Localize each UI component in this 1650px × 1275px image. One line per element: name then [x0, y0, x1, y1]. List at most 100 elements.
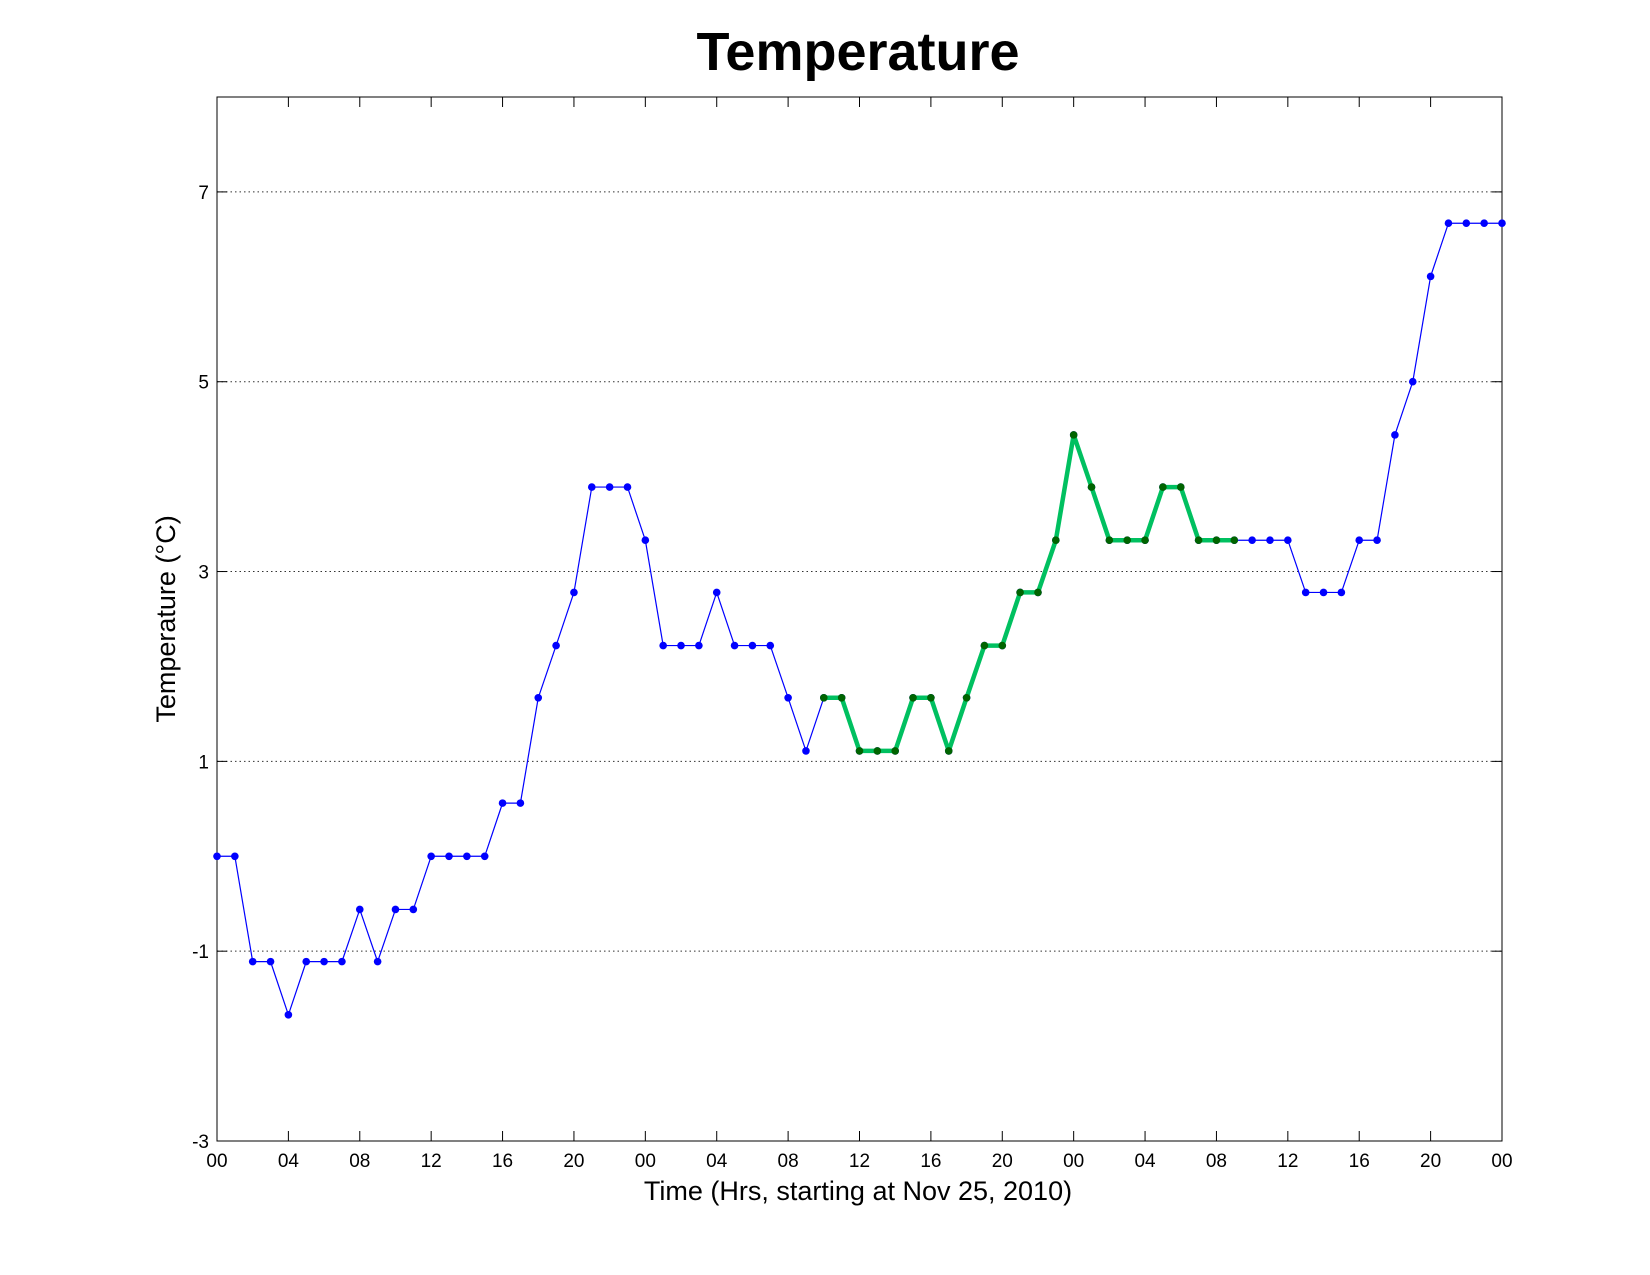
plot-frame: [216, 96, 1503, 1142]
data-point: [1034, 588, 1042, 597]
data-point: [498, 799, 507, 807]
data-point: [320, 957, 328, 966]
x-tick-label: 00: [635, 1151, 656, 1172]
data-point: [1123, 536, 1132, 545]
data-point: [695, 641, 703, 650]
data-point: [712, 588, 721, 597]
y-tick-label: 5: [198, 373, 209, 394]
data-point: [623, 483, 632, 491]
x-tick-label: 20: [563, 1151, 584, 1172]
data-point: [1230, 536, 1239, 545]
x-tick-label: 16: [920, 1151, 941, 1172]
x-tick-label: 08: [349, 1151, 370, 1172]
data-point: [659, 641, 667, 650]
x-tick-label: 20: [992, 1151, 1013, 1172]
data-point: [1498, 219, 1506, 228]
data-point: [284, 1010, 293, 1019]
data-point: [677, 641, 685, 650]
x-tick-label: 08: [1206, 1151, 1227, 1172]
data-point: [1248, 536, 1256, 545]
data-point: [534, 693, 543, 702]
data-point: [748, 641, 757, 650]
data-point: [1105, 536, 1114, 545]
data-point: [338, 957, 346, 966]
data-point: [927, 693, 935, 702]
data-point: [445, 852, 453, 861]
data-point: [766, 641, 775, 650]
data-point: [998, 641, 1007, 650]
data-point: [980, 641, 989, 650]
x-tick-label: 00: [1063, 1151, 1084, 1172]
data-point: [248, 957, 257, 966]
x-tick-label: 04: [1134, 1151, 1156, 1172]
data-point: [302, 957, 311, 966]
y-tick-label: -3: [192, 1132, 209, 1153]
data-point: [391, 905, 400, 914]
data-point: [820, 693, 828, 702]
y-tick-label: -1: [192, 942, 209, 963]
data-point: [641, 536, 650, 545]
x-tick-label: 04: [278, 1151, 300, 1172]
data-point: [552, 641, 560, 650]
data-point: [355, 905, 364, 914]
data-point: [1426, 272, 1435, 281]
chart-title: Temperature: [696, 22, 1019, 82]
data-point: [409, 905, 418, 914]
data-point: [605, 483, 614, 491]
x-tick-label: 04: [706, 1151, 728, 1172]
data-point: [1408, 377, 1417, 386]
data-point: [1016, 588, 1024, 597]
data-point: [855, 747, 864, 755]
data-point: [802, 747, 810, 755]
data-point: [1337, 588, 1346, 597]
data-point: [1212, 536, 1221, 545]
data-point: [266, 957, 275, 966]
x-axis-label: Time (Hrs, starting at Nov 25, 2010): [644, 1176, 1072, 1206]
data-point: [1159, 483, 1167, 491]
data-point: [427, 852, 435, 861]
data-point: [1480, 219, 1488, 228]
y-tick-label: 3: [198, 563, 209, 584]
x-tick-label: 00: [206, 1151, 227, 1172]
data-point: [1266, 536, 1274, 545]
data-point: [873, 747, 882, 755]
data-point: [570, 588, 578, 597]
data-point: [373, 957, 382, 966]
data-point: [1284, 536, 1292, 545]
data-point: [463, 852, 471, 861]
data-point: [784, 693, 792, 702]
y-tick-label: 1: [198, 752, 209, 773]
data-point: [1087, 483, 1096, 491]
data-point: [1301, 588, 1310, 597]
data-point: [480, 852, 489, 861]
data-point: [1052, 536, 1060, 545]
x-tick-label: 12: [849, 1151, 870, 1172]
data-point: [1319, 588, 1328, 597]
data-point: [944, 747, 953, 755]
x-tick-label: 12: [421, 1151, 442, 1172]
data-point: [587, 483, 596, 491]
data-point: [1373, 536, 1381, 545]
y-axis-label: Temperature (°C): [151, 515, 181, 722]
data-point: [1444, 219, 1453, 228]
x-tick-label: 12: [1277, 1151, 1298, 1172]
data-point: [1194, 536, 1203, 545]
x-tick-label: 00: [1491, 1151, 1512, 1172]
x-tick-label: 20: [1420, 1151, 1441, 1172]
data-point: [891, 747, 899, 755]
y-tick-label: 7: [198, 183, 209, 204]
x-tick-label: 08: [778, 1151, 799, 1172]
data-point: [213, 852, 221, 861]
data-point: [1462, 219, 1471, 228]
data-point: [837, 693, 846, 702]
data-point: [962, 693, 971, 702]
data-point: [516, 799, 525, 807]
data-point: [1355, 536, 1364, 545]
data-point: [1176, 483, 1185, 491]
data-point: [1141, 536, 1149, 545]
x-tick-label: 16: [492, 1151, 513, 1172]
data-point: [1391, 431, 1399, 439]
data-point: [909, 693, 917, 702]
data-point: [1069, 431, 1078, 439]
